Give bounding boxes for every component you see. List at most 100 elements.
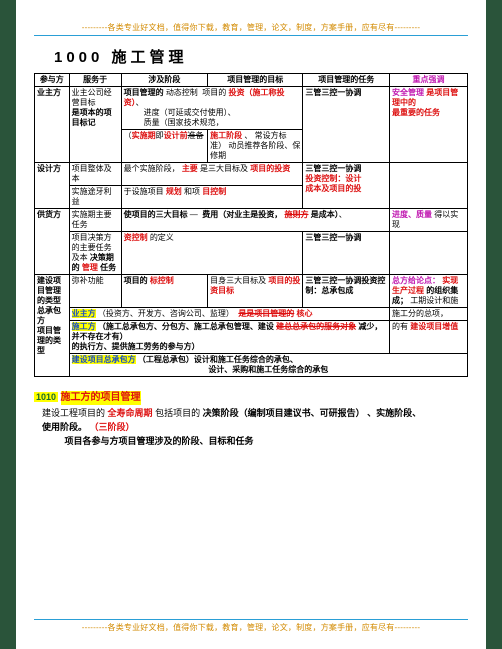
bottom-banner: ---------各类专业好文档，值得你下载，教育，管理，论文，制度，方案手册，… [34,622,468,633]
txt: 业主公司经营目标 [72,88,112,107]
cell: 最个实施阶段， 主要 是三大目标及 项目的投资 [121,163,303,186]
page-title: 1000 施工管理 [54,46,468,67]
table-row: 建设项目总承包方 （工程总承包）设计和施工任务综合的承包、 设计、采购和施工任务… [35,354,468,377]
txt: 项目管理的类型 [37,326,61,355]
cell: 总方给论点： 实现生产过程 的组织集成； 工期设计和施 [390,275,468,308]
cell: 三管三控一协调投资控制：总承包成 [303,275,390,308]
txt: 是是项目管理的 [238,309,294,318]
txt: 包括项目的 [155,408,200,418]
table-row: 业主方 业主公司经营目标 是项本的项目标记 项目管理的 动态控制 项目的 投资（… [35,87,468,130]
txt: （投资方、开发方、咨询公司、监理） [98,309,234,318]
sub-body: 建设工程项目的 全寿命周期 包括项目的 决策阶段（编制项目建议书、可研报告） 、… [42,407,468,449]
txt: 使用阶段。 [42,422,87,432]
subsection: 1010 施工方的项目管理 [34,391,468,405]
table-row: 建设项目管理的类型总承包方 项目管理的类型 弥补功能 项目的 标控制 目身三大目… [35,275,468,308]
txt: 项目的 [202,88,226,97]
txt: 的执行方、提供施工劳务的参与方） [72,342,200,351]
txt: 项目的 [124,276,148,285]
cell: 使项目的三大目标 — 费用（对业主是投资， 施则方 是成本）、 [121,209,389,232]
cell: 施工方 （施工总承包方、分包方、施工总承包管理、建设 建总总承包的服务对象 减少… [69,321,389,354]
txt: 任务 [100,263,116,272]
cell: 目身三大目标及 项目的投资目标 [208,275,303,308]
cell: 业主公司经营目标 是项本的项目标记 [69,87,121,163]
cell: 建设项目总承包方 （工程总承包）设计和施工任务综合的承包、 设计、采购和施工任务… [69,354,467,377]
txt: 目控制 [202,187,226,196]
txt: 使项目的三大目标 [124,210,188,219]
txt: 的定义 [150,233,174,242]
sub-title: 施工方的项目管理 [61,391,141,405]
txt: 的有 [392,322,408,331]
txt: 安全管理 [392,88,424,97]
txt: 规划 [166,187,182,196]
txt: （工程总承包）设计和施工任务综合的承包、 [138,355,298,364]
th-5: 重点强调 [390,74,468,87]
txt: 、实施阶段、 [367,408,421,418]
th-4: 项目管理的任务 [303,74,390,87]
txt: 总方给论点： [392,276,440,285]
cell-design: 设计方 [35,163,70,209]
txt: 施工阶段 [210,131,242,140]
table-row: 业主方 （投资方、开发方、咨询公司、监理） 是是项目管理的 核心 施工分的总项， [35,308,468,321]
cell: 的有 建设项目增值 [390,321,468,354]
txt: 于设施项目 [124,187,164,196]
table-row: 供货方 实施期主要任务 使项目的三大目标 — 费用（对业主是投资， 施则方 是成… [35,209,468,232]
txt: 建设项目增值 [410,322,458,331]
cell: 实施途牙利益 [69,186,121,209]
txt: 设计、采购和施工任务综合的承包 [72,365,465,375]
txt: 三管三控一协调投资控制：总承包成 [305,276,385,295]
txt: 管理 [82,263,98,272]
txt: 是成本） [311,210,339,219]
txt: 进度（可延或交付使用） [144,108,228,117]
txt: 主要 [182,164,198,173]
txt: 工期设计和施 [410,296,458,305]
txt: 费用（对业主是投资， [202,210,282,219]
cell [390,163,468,209]
top-banner: ---------各类专业好文档，值得你下载，教育，管理，论文，制度，方案手册，… [34,22,468,33]
txt: 全寿命周期 [108,408,153,418]
txt: 即 [156,131,164,140]
cell: 于设施项目 规划 和项 目控制 [121,186,303,209]
sub-code: 1010 [34,392,58,402]
cell [390,232,468,275]
txt: 质量（国家技术规范， [144,118,224,127]
txt: 设计前 [164,131,188,140]
txt: 施则方 [284,210,308,219]
top-rule [34,35,468,36]
txt: （三阶段） [90,422,135,432]
page: ---------各类专业好文档，值得你下载，教育，管理，论文，制度，方案手册，… [16,0,486,649]
cell: 项目决策方的主要任务及本 决策期的 管理 任务 [69,232,121,275]
txt: 业主方 [72,309,96,318]
bottom-rule [34,619,468,620]
cell: 三管三控一协调 [303,232,390,275]
cell: 项目整体及本 [69,163,121,186]
footer: ---------各类专业好文档，值得你下载，教育，管理，论文，制度，方案手册，… [34,619,468,633]
cell: （实施期即设计前准备 [121,130,208,163]
table-row: 设计方 项目整体及本 最个实施阶段， 主要 是三大目标及 项目的投资 三管三控一… [35,163,468,186]
cell: 资控制 的定义 [121,232,303,275]
txt: 实施期 [132,131,156,140]
cell: 项目管理的 动态控制 项目的 投资（施工称投资）、 进度（可延或交付使用）、 质… [121,87,303,130]
txt: 最个实施阶段， [124,164,180,173]
txt: 项目管理的 [124,88,164,97]
txt: 建设项目管理的类型总承包方 [37,276,61,325]
txt: 进度、质量 [392,210,432,219]
txt: 三管三控一协调 [305,164,361,173]
cell: 安全管理 是项目管理中的 最重要的任务 [390,87,468,163]
txt: 是项本的项目标记 [72,108,112,127]
main-table: 参与方 服务于 涉及阶段 项目管理的目标 项目管理的任务 重点强调 业主方 业主… [34,73,468,377]
cell: 施工阶段 、 常设方标准） 动员推荐各阶段、保修期 [208,130,303,163]
spacer [34,377,468,387]
txt: 投资控制：设计 [305,174,361,183]
txt: （ [124,131,132,140]
txt: 目身三大目标及 [210,276,266,285]
txt: 标控制 [150,276,174,285]
txt: 是三大目标及 [200,164,248,173]
txt: 建设工程项目的 [42,408,105,418]
txt: 决策阶段（编制项目建议书、可研报告） [203,408,365,418]
cell: 弥补功能 [69,275,121,308]
cell-supplier: 供货方 [35,209,70,275]
th-0: 参与方 [35,74,70,87]
cell-gc: 建设项目管理的类型总承包方 项目管理的类型 [35,275,70,377]
txt: 资控制 [124,233,148,242]
txt: 和项 [184,187,200,196]
